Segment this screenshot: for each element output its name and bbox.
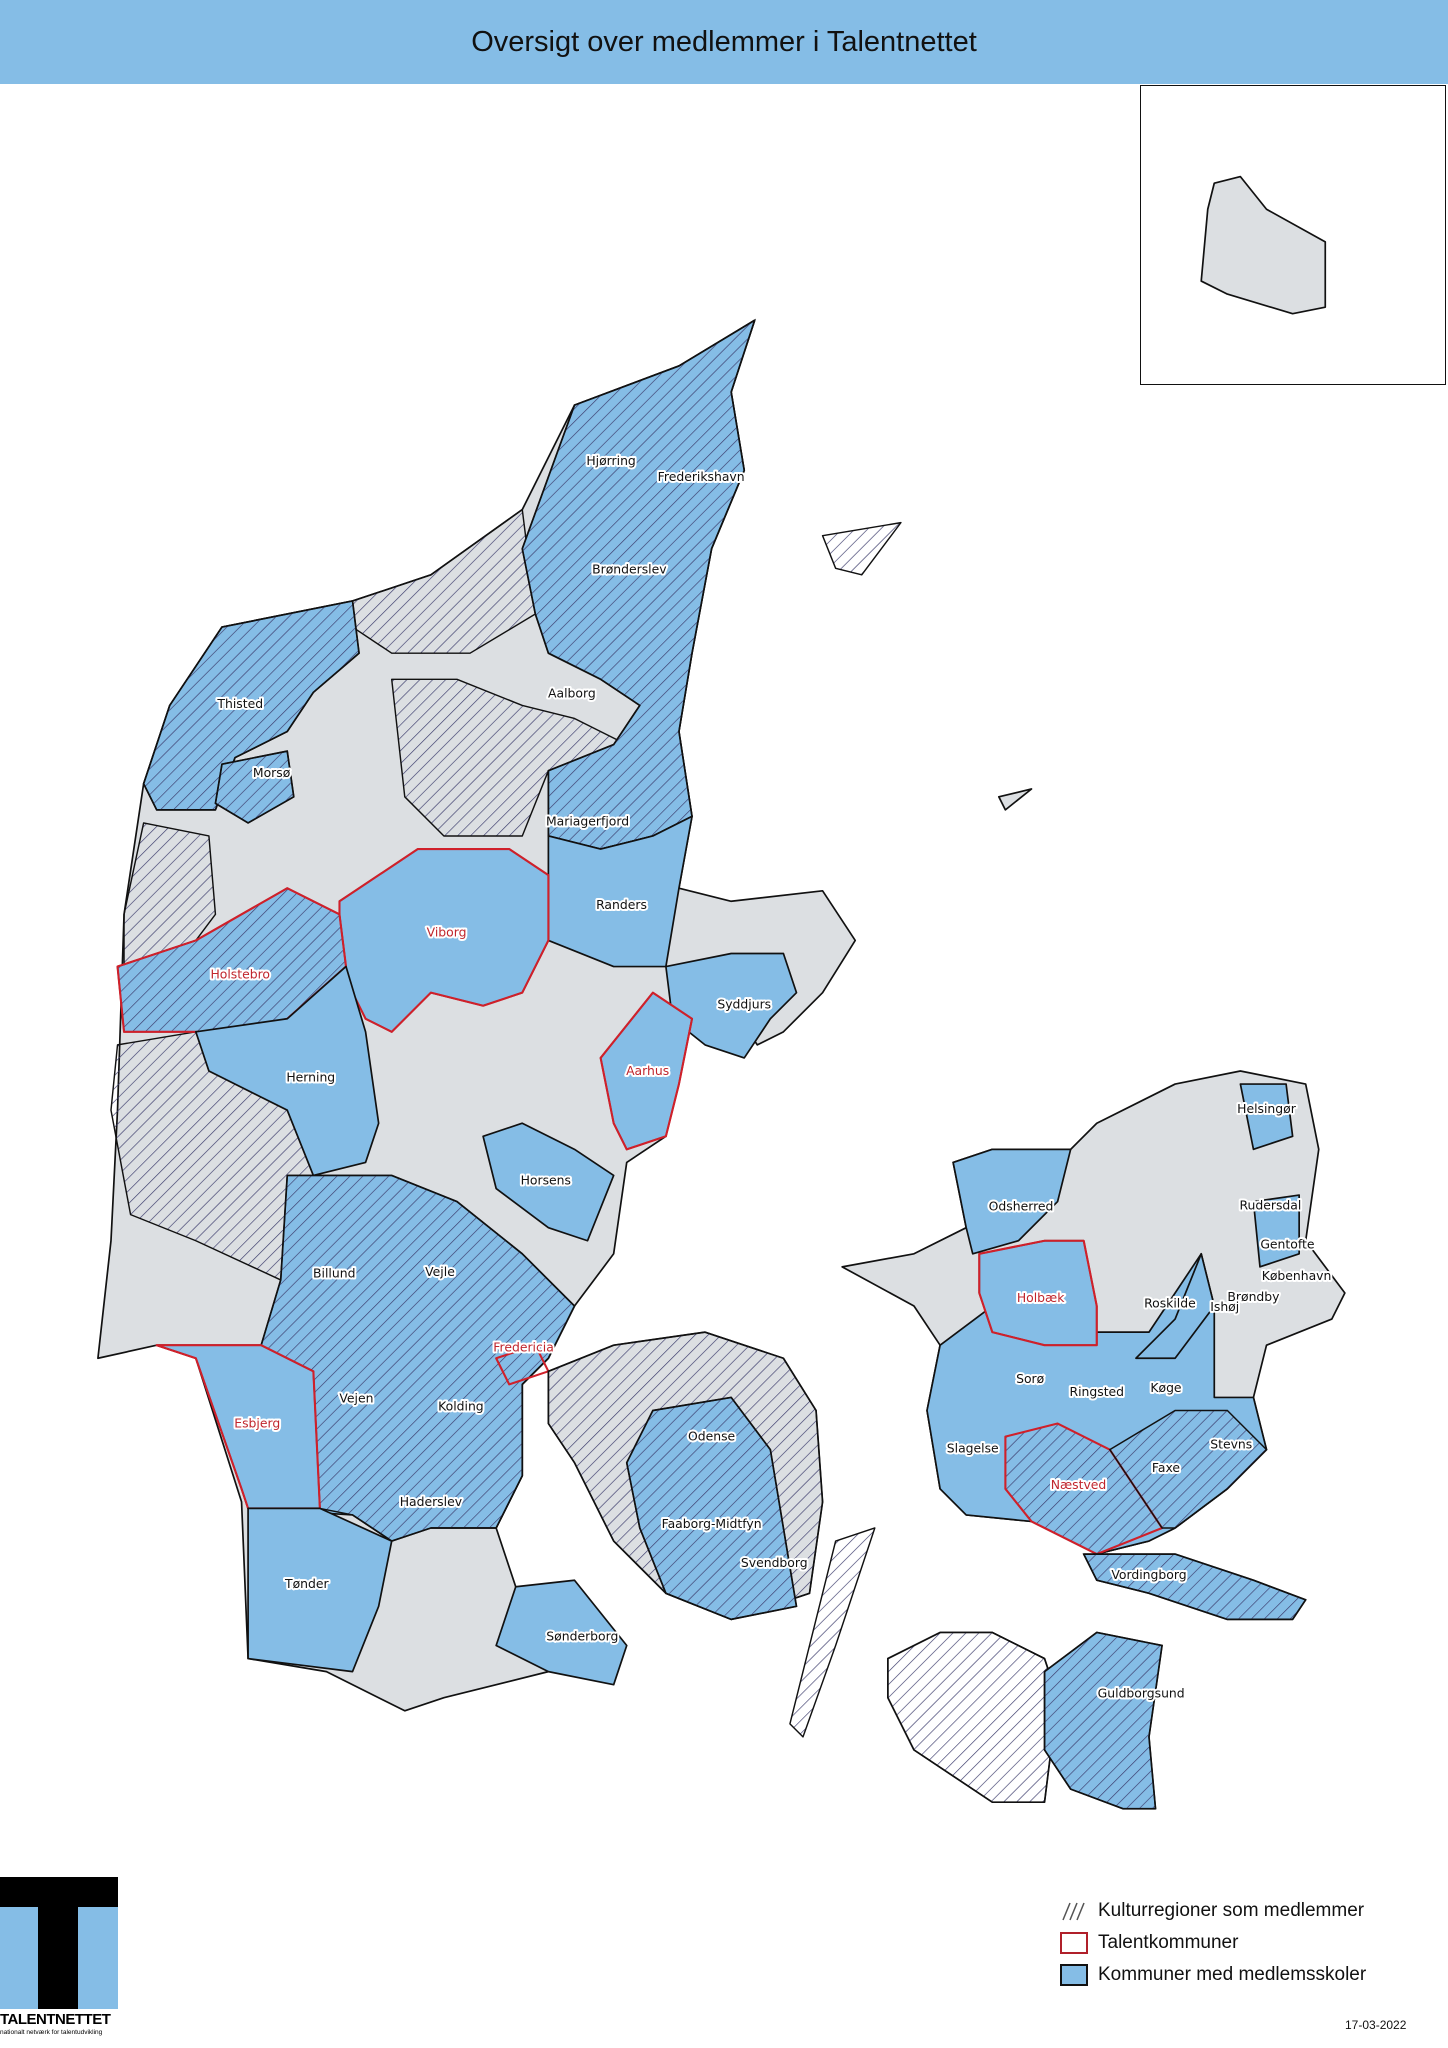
bornholm-inset-frame [1140, 85, 1446, 385]
label-svendborg: Svendborg [741, 1555, 808, 1570]
label-roskilde: Roskilde [1144, 1295, 1196, 1310]
label-morso: Morsø [253, 765, 291, 780]
logo-tagline: nationalt netværk for talentudvikling [0, 2029, 103, 2036]
lolland-falster [887, 1631, 1163, 1810]
label-holstebro: Holstebro [210, 966, 270, 981]
label-vejen: Vejen [339, 1391, 373, 1406]
label-aarhus: Aarhus [626, 1063, 669, 1078]
hatch-swatch-icon [1062, 1902, 1085, 1921]
label-odsherred: Odsherred [989, 1199, 1054, 1214]
label-frederikshavn: Frederikshavn [658, 469, 745, 484]
label-kolding: Kolding [438, 1398, 484, 1413]
label-helsingor: Helsingør [1237, 1101, 1297, 1116]
label-kobenhavn: København [1262, 1268, 1332, 1283]
label-sonderborg: Sønderborg [546, 1628, 618, 1643]
label-thisted: Thisted [216, 696, 263, 711]
label-brondby: Brøndby [1227, 1289, 1279, 1304]
label-ishoj: Ishøj [1210, 1299, 1239, 1314]
map-date: 17-03-2022 [1345, 2018, 1407, 2032]
legend-label: Talentkommuner [1098, 1932, 1239, 1953]
label-herning: Herning [286, 1069, 335, 1084]
funen [547, 1331, 876, 1738]
label-mariagerfjord: Mariagerfjord [546, 814, 629, 829]
logo-name: TALENTNETTET [0, 2011, 111, 2028]
title-bar: Oversigt over medlemmer i Talentnettet [0, 0, 1448, 84]
bornholm-inset-island [1200, 175, 1327, 315]
label-billund: Billund [313, 1265, 355, 1280]
talentnettet-logo: TALENTNETTET nationalt netværk for talen… [0, 1877, 118, 2047]
label-esbjerg: Esbjerg [234, 1415, 280, 1430]
label-horsens: Horsens [521, 1173, 571, 1188]
label-guldborgsund: Guldborgsund [1098, 1686, 1185, 1701]
jutland [97, 318, 1033, 1712]
label-tonder: Tønder [284, 1576, 329, 1591]
label-vordingborg: Vordingborg [1111, 1567, 1186, 1582]
label-aalborg: Aalborg [548, 686, 596, 701]
label-fredericia: Fredericia [493, 1340, 554, 1355]
label-syddjurs: Syddjurs [717, 996, 771, 1011]
legend: Kulturregioner som medlemmer Talentkommu… [1060, 1895, 1366, 1991]
municipality-labels: Hjørring Frederikshavn Brønderslev Thist… [209, 451, 1334, 1702]
label-gentofte: Gentofte [1260, 1237, 1314, 1252]
label-ringsted: Ringsted [1069, 1384, 1124, 1399]
label-faaborg-midtfyn: Faaborg-Midtfyn [662, 1516, 762, 1531]
label-slagelse: Slagelse [947, 1440, 999, 1455]
red-outline-swatch-icon [1060, 1932, 1088, 1954]
label-soro: Sorø [1016, 1371, 1045, 1386]
legend-label: Kulturregioner som medlemmer [1098, 1900, 1365, 1921]
legend-item-talentkommuner: Talentkommuner [1060, 1927, 1366, 1959]
label-viborg: Viborg [427, 925, 467, 940]
label-faxe: Faxe [1152, 1460, 1180, 1475]
page-title: Oversigt over medlemmer i Talentnettet [471, 25, 977, 58]
label-randers: Randers [596, 897, 647, 912]
zealand [841, 1070, 1346, 1621]
label-odense: Odense [688, 1429, 735, 1444]
legend-label: Kommuner med medlemsskoler [1098, 1964, 1367, 1985]
label-stevns: Stevns [1210, 1436, 1252, 1451]
label-hjorring: Hjørring [586, 453, 635, 468]
legend-item-kulturregioner: Kulturregioner som medlemmer [1060, 1895, 1366, 1927]
label-rudersdal: Rudersdal [1239, 1197, 1301, 1212]
label-koge: Køge [1150, 1380, 1181, 1395]
blue-fill-swatch-icon [1060, 1964, 1088, 1986]
label-naestved: Næstved [1051, 1477, 1107, 1492]
legend-item-medlemsskoler: Kommuner med medlemsskoler [1060, 1959, 1366, 1991]
label-holbaek: Holbæk [1017, 1290, 1065, 1305]
label-haderslev: Haderslev [400, 1494, 462, 1509]
label-bronderslev: Brønderslev [592, 562, 666, 577]
label-vejle: Vejle [425, 1264, 455, 1279]
